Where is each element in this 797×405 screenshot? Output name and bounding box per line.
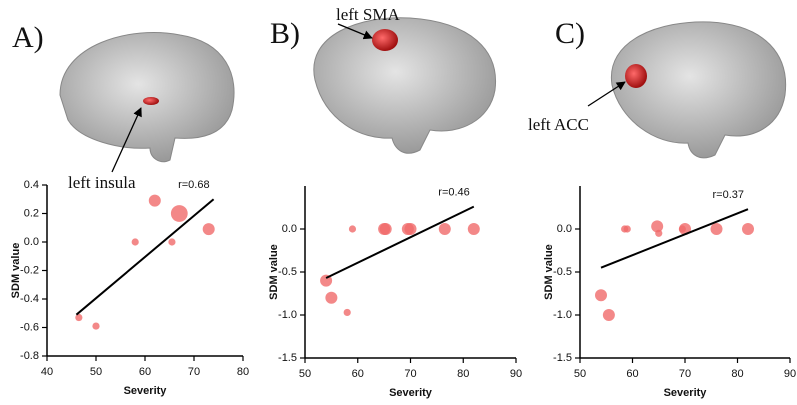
point (404, 223, 417, 235)
fit-line (600, 208, 749, 269)
y-tick-label: -0.6 (20, 321, 39, 333)
x-tick-label: 90 (510, 368, 522, 380)
fit-line (75, 198, 215, 316)
y-tick-label: -1.0 (278, 309, 297, 321)
x-tick-label: 60 (139, 366, 151, 378)
x-axis-label: Severity (124, 385, 168, 397)
x-tick-label: 50 (299, 368, 311, 380)
y-tick-label: -0.5 (553, 266, 572, 278)
x-tick-label: 60 (626, 368, 638, 380)
x-axis-label: Severity (389, 387, 433, 399)
point (348, 225, 357, 233)
y-tick-label: 0.4 (24, 179, 39, 191)
x-tick-label: 80 (731, 368, 743, 380)
point (131, 238, 139, 246)
arrow (337, 23, 373, 40)
x-tick-label: 70 (404, 368, 416, 380)
y-tick-label: -0.8 (20, 350, 39, 362)
panel-label: B) (270, 17, 300, 50)
y-axis-label: SDM value (543, 244, 555, 300)
y-tick-label: -0.4 (20, 293, 39, 305)
point (623, 225, 631, 233)
y-tick-label: -0.2 (20, 264, 39, 276)
point (679, 223, 691, 235)
arrow (587, 81, 626, 107)
point (602, 309, 615, 321)
point (92, 322, 100, 330)
point (651, 220, 664, 233)
point (742, 223, 754, 235)
annotation: r=0.68 (178, 179, 210, 191)
point (595, 289, 607, 302)
annotation: r=0.46 (438, 187, 470, 199)
x-tick-label: 70 (679, 368, 691, 380)
x-tick-label: 50 (90, 366, 102, 378)
annotation: r=0.37 (713, 189, 745, 201)
x-tick-label: 40 (41, 366, 53, 378)
point (655, 229, 663, 237)
y-tick-label: 0.0 (557, 223, 572, 235)
point (168, 238, 176, 246)
point (467, 223, 480, 235)
y-tick-label: -1.5 (278, 352, 297, 364)
y-axis-label: SDM value (10, 243, 22, 299)
point (710, 223, 723, 235)
brain-image (59, 32, 235, 163)
y-tick-label: -1.5 (553, 352, 572, 364)
fit-line (325, 205, 475, 279)
x-tick-label: 80 (237, 366, 249, 378)
y-tick-label: 0.0 (24, 236, 39, 248)
x-tick-label: 70 (188, 366, 200, 378)
point (325, 291, 338, 304)
point (202, 223, 215, 236)
y-axis-label: SDM value (268, 244, 280, 300)
y-tick-label: -0.5 (278, 266, 297, 278)
y-tick-label: -1.0 (553, 309, 572, 321)
y-tick-label: 0.0 (282, 223, 297, 235)
point (148, 194, 161, 207)
y-tick-label: 0.2 (24, 207, 39, 219)
point (438, 223, 451, 235)
x-axis-label: Severity (664, 387, 708, 399)
region-label: left ACC (528, 115, 589, 134)
region-label: left insula (68, 173, 136, 192)
arrow (111, 107, 142, 173)
point (343, 308, 351, 317)
brain-image (313, 17, 497, 154)
x-tick-label: 80 (457, 368, 469, 380)
point (170, 205, 188, 222)
point (379, 223, 392, 235)
x-tick-label: 90 (784, 368, 796, 380)
x-tick-label: 60 (352, 368, 364, 380)
panel-label: A) (12, 21, 44, 54)
brain-image (610, 21, 787, 159)
point (75, 313, 83, 322)
panel-label: C) (555, 17, 585, 50)
x-tick-label: 50 (574, 368, 586, 380)
region-label: left SMA (336, 5, 400, 24)
